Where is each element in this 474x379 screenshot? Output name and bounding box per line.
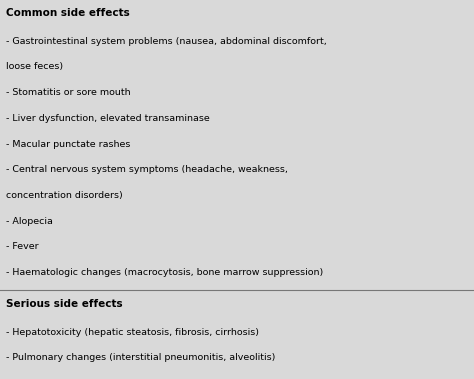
Text: - Hepatotoxicity (hepatic steatosis, fibrosis, cirrhosis): - Hepatotoxicity (hepatic steatosis, fib… bbox=[6, 328, 258, 337]
Text: - Haematologic changes (macrocytosis, bone marrow suppression): - Haematologic changes (macrocytosis, bo… bbox=[6, 268, 323, 277]
Text: Serious side effects: Serious side effects bbox=[6, 299, 122, 309]
Text: - Gastrointestinal system problems (nausea, abdominal discomfort,: - Gastrointestinal system problems (naus… bbox=[6, 37, 326, 46]
Text: - Macular punctate rashes: - Macular punctate rashes bbox=[6, 139, 130, 149]
Text: - Stomatitis or sore mouth: - Stomatitis or sore mouth bbox=[6, 88, 130, 97]
Text: loose feces): loose feces) bbox=[6, 63, 63, 72]
Text: - Liver dysfunction, elevated transaminase: - Liver dysfunction, elevated transamina… bbox=[6, 114, 210, 123]
Text: Common side effects: Common side effects bbox=[6, 8, 129, 18]
Text: - Central nervous system symptoms (headache, weakness,: - Central nervous system symptoms (heada… bbox=[6, 165, 287, 174]
Text: - Pulmonary changes (interstitial pneumonitis, alveolitis): - Pulmonary changes (interstitial pneumo… bbox=[6, 354, 275, 362]
Text: - Alopecia: - Alopecia bbox=[6, 217, 53, 226]
Text: - Fever: - Fever bbox=[6, 242, 38, 251]
Text: concentration disorders): concentration disorders) bbox=[6, 191, 122, 200]
